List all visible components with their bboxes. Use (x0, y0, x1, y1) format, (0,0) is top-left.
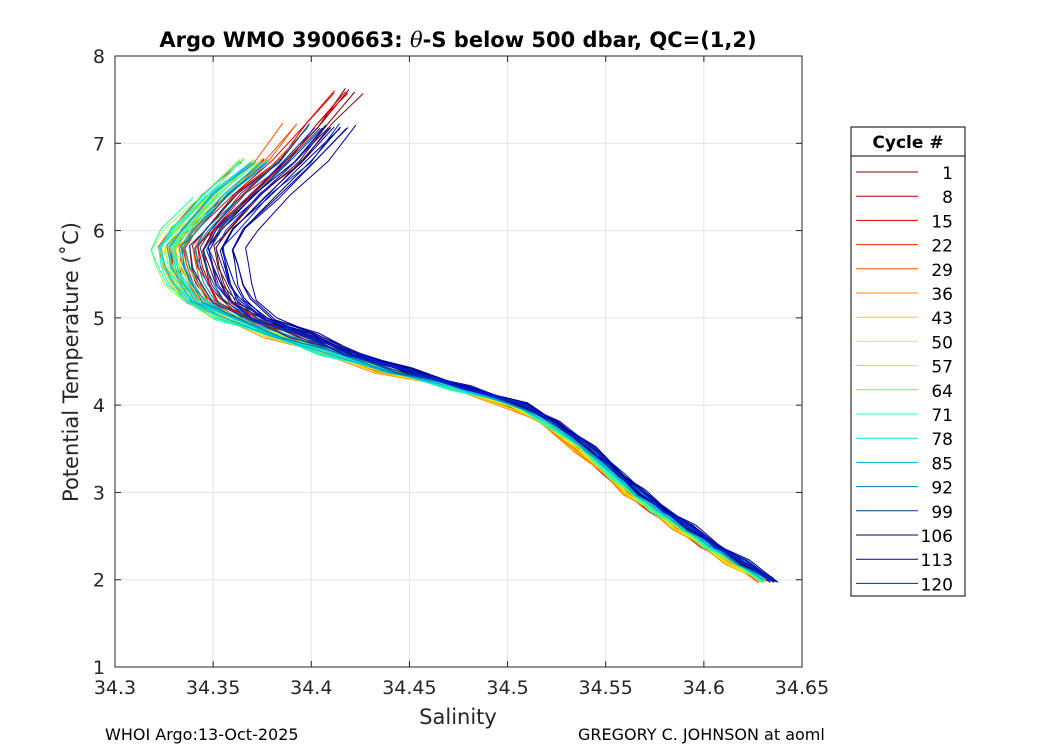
plot-axes-box (114, 55, 803, 668)
legend-label-120: 120 (921, 575, 953, 595)
title-prefix: Argo WMO 3900663: (159, 28, 410, 52)
chart-title: Argo WMO 3900663: θ-S below 500 dbar, QC… (159, 28, 756, 52)
legend-label-78: 78 (931, 430, 953, 450)
y-tick-label: 8 (93, 46, 105, 68)
legend-label-92: 92 (931, 479, 953, 499)
x-tick-label: 34.4 (290, 677, 332, 699)
y-tick-label: 2 (93, 570, 105, 592)
y-tick-label: 4 (93, 395, 105, 417)
legend-label-99: 99 (931, 503, 953, 523)
legend-label-57: 57 (931, 358, 953, 378)
legend-label-71: 71 (931, 406, 953, 426)
x-tick-label: 34.6 (683, 677, 725, 699)
footer-author: GREGORY C. JOHNSON at aoml (578, 725, 825, 744)
x-tick-label: 34.35 (186, 677, 240, 699)
legend-label-8: 8 (942, 188, 953, 208)
y-tick-label: 3 (93, 482, 105, 504)
grid (115, 56, 802, 667)
axis-ticks: 34.3 34.35 34.4 34.45 34.5 34.55 34.6 34.65 1 2 3 4… (93, 46, 829, 699)
x-tick-label: 34.3 (94, 677, 136, 699)
legend-label-106: 106 (921, 527, 953, 547)
legend-label-113: 113 (921, 551, 953, 571)
legend-label-64: 64 (931, 382, 953, 402)
series-lines (150, 88, 779, 583)
legend-label-50: 50 (931, 333, 953, 353)
footer-source-date: WHOI Argo:13-Oct-2025 (105, 725, 299, 744)
title-theta: θ (410, 28, 423, 52)
y-tick-label: 6 (93, 221, 105, 243)
cycle-120-profile-line (222, 123, 775, 580)
title-suffix: -S below 500 dbar, QC=(1,2) (423, 28, 757, 52)
y-axis-label: Potential Temperature (˚C) (59, 222, 83, 502)
legend: Cycle # 1 8 15 22 29 36 43 50 57 64 71 78 85 92 99 106 1… (850, 126, 966, 597)
legend-label-22: 22 (931, 237, 953, 257)
legend-label-85: 85 (931, 454, 953, 474)
legend-label-43: 43 (931, 309, 953, 329)
x-tick-label: 34.45 (382, 677, 436, 699)
legend-label-1: 1 (942, 164, 953, 184)
cycle-120-profile-line (208, 127, 771, 583)
y-tick-label: 1 (93, 657, 105, 679)
x-tick-label: 34.65 (775, 677, 829, 699)
y-tick-label: 7 (93, 133, 105, 155)
x-axis-label: Salinity (419, 705, 497, 729)
legend-label-36: 36 (931, 285, 953, 305)
y-tick-label: 5 (93, 308, 105, 330)
x-tick-label: 34.55 (579, 677, 633, 699)
cycle-71-profile-line (150, 197, 764, 583)
cycle-120-profile-line (215, 125, 775, 583)
legend-box (850, 126, 966, 597)
legend-label-15: 15 (931, 212, 953, 232)
legend-title: Cycle # (872, 133, 943, 153)
legend-label-29: 29 (931, 261, 953, 281)
x-tick-label: 34.5 (486, 677, 528, 699)
